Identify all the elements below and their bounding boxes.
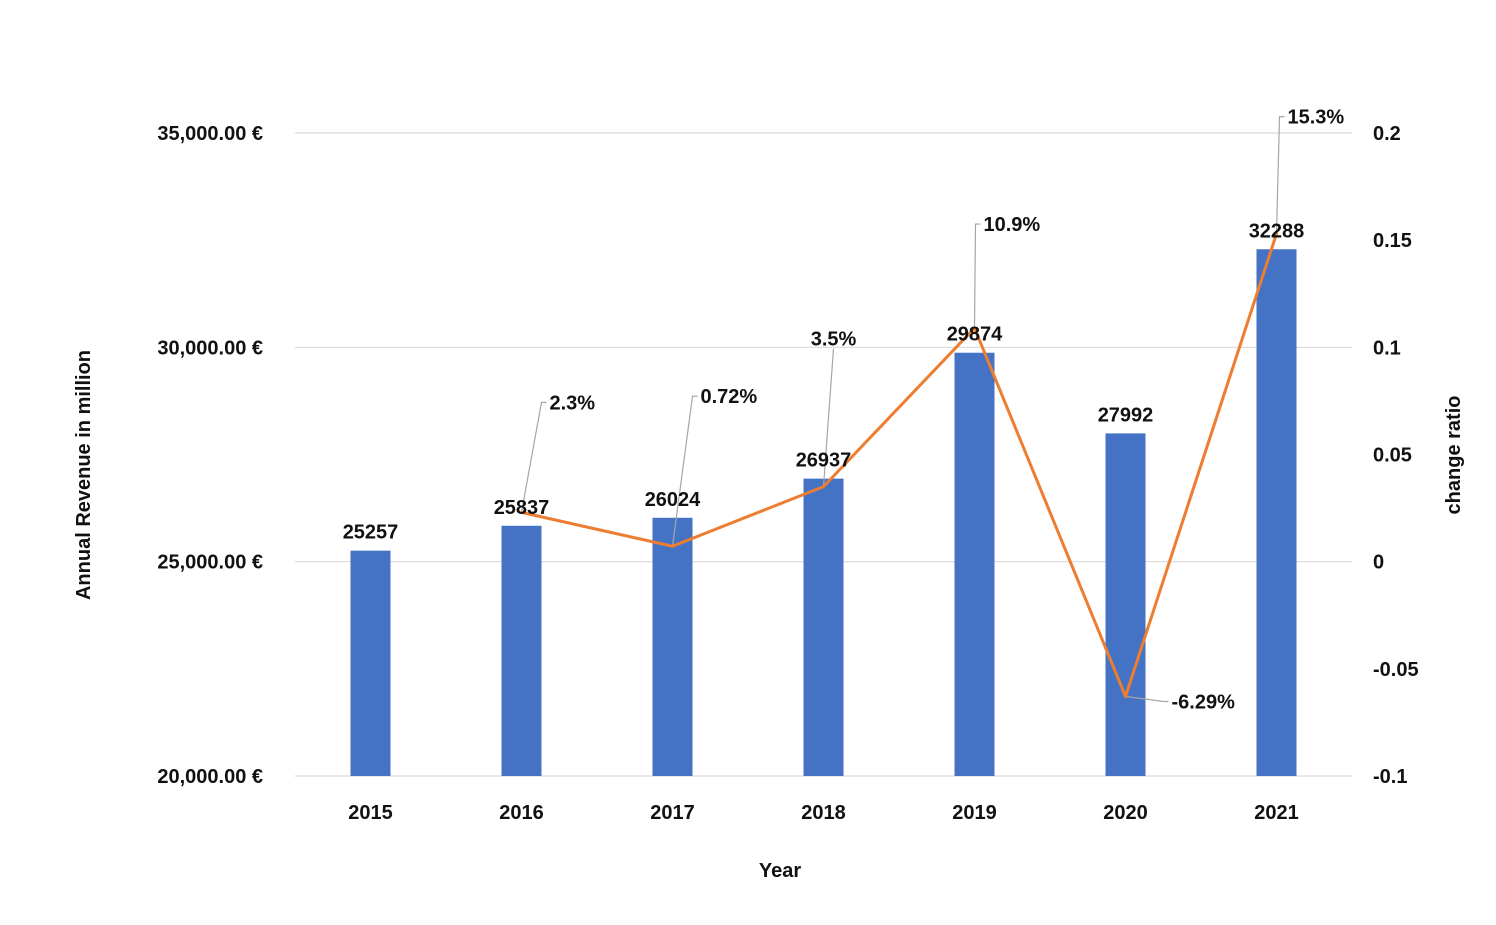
bar-value-label: 29874: [947, 324, 1003, 346]
change-ratio-point: [520, 510, 523, 514]
bar: [1105, 433, 1146, 776]
leader-line: [671, 395, 698, 547]
bar: [652, 517, 693, 776]
change-ratio-point: [822, 485, 825, 489]
y-axis-title: Annual Revenue in million: [73, 350, 95, 600]
leader-line: [973, 223, 981, 329]
y-tick-label: 20,000.00 €: [157, 766, 263, 788]
y2-tick-label: 0.15: [1373, 230, 1412, 252]
change-ratio-label: 15.3%: [1288, 107, 1345, 129]
change-ratio-line: [521, 233, 1278, 698]
leader-line: [1125, 695, 1169, 703]
change-ratio-label: -6.29%: [1172, 691, 1236, 713]
y2-tick-label: 0.1: [1373, 337, 1401, 359]
y2-tick-label: 0.2: [1373, 123, 1401, 145]
data-labels: 25257 25837 26024 26937 29874 27992 32288 2.3% 0…: [343, 107, 1345, 714]
bar-value-label: 25837: [494, 497, 550, 519]
change-ratio-point: [671, 544, 674, 548]
y-tick-label: 30,000.00 €: [157, 337, 263, 359]
y2-tick-label: -0.05: [1373, 659, 1419, 681]
change-ratio-point: [1275, 232, 1278, 236]
y2-tick-label: -0.1: [1373, 766, 1407, 788]
bar-value-label: 26024: [645, 489, 701, 511]
change-ratio-label: 0.72%: [701, 386, 758, 408]
change-ratio-label: 3.5%: [811, 329, 857, 351]
x-tick-label: 2019: [952, 802, 997, 824]
leader-line: [1275, 116, 1285, 234]
change-ratio-point: [1124, 694, 1127, 698]
x-tick-label: 2015: [348, 802, 393, 824]
y-tick-label: 35,000.00 €: [157, 123, 263, 145]
y2-tick-label: 0: [1373, 552, 1384, 574]
y2-axis-title: change ratio: [1443, 396, 1465, 515]
x-tick-label: 2021: [1254, 802, 1299, 824]
bar: [1256, 249, 1297, 776]
change-ratio-label: 2.3%: [550, 392, 596, 414]
x-tick-label: 2018: [801, 802, 846, 824]
bar: [501, 525, 542, 776]
leader-lines: [520, 116, 1285, 703]
bar-value-label: 26937: [796, 450, 852, 472]
bar-value-label: 25257: [343, 522, 399, 544]
bar-series: [350, 249, 1297, 776]
y2-tick-label: 0.05: [1373, 445, 1412, 467]
change-ratio-label: 10.9%: [984, 214, 1041, 236]
x-tick-label: 2016: [499, 802, 544, 824]
leader-line: [822, 348, 835, 487]
x-tick-label: 2020: [1103, 802, 1148, 824]
change-ratio-point: [973, 326, 976, 330]
change-ratio-series: [520, 232, 1278, 698]
leader-line: [520, 401, 547, 513]
bar-value-label: 27992: [1098, 404, 1154, 426]
bar: [954, 352, 995, 776]
axes: Year Annual Revenue in million change ra…: [73, 123, 1465, 882]
x-tick-label: 2017: [650, 802, 695, 824]
x-axis-title: Year: [759, 860, 801, 882]
bar-value-label: 32288: [1249, 220, 1305, 242]
y-tick-label: 25,000.00 €: [157, 552, 263, 574]
bar: [350, 550, 391, 776]
bar: [803, 478, 844, 776]
